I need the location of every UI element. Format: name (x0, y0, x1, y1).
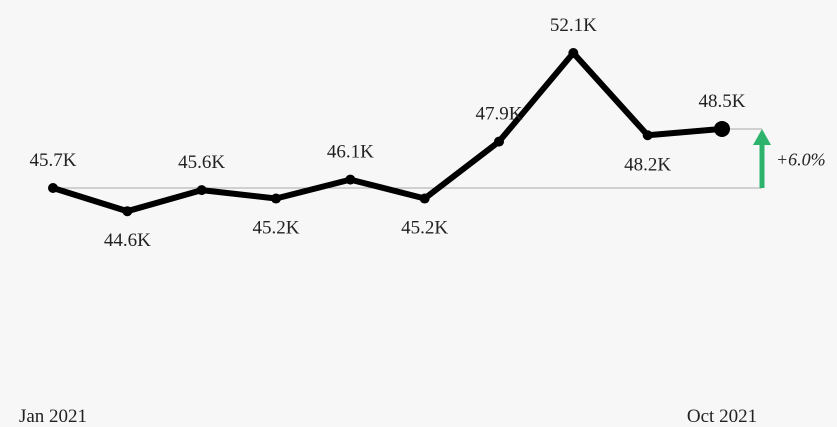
data-label: 46.1K (327, 142, 374, 163)
data-point (494, 136, 504, 147)
data-labels: 45.7K 44.6K 45.6K 45.2K 46.1K 45.2K 47.9K 52.1K… (30, 15, 746, 251)
data-point (419, 193, 430, 204)
change-indicator: +6.0% (753, 128, 826, 188)
data-point (122, 206, 133, 217)
data-points (48, 48, 730, 217)
data-label: 44.6K (104, 230, 151, 251)
data-label: 48.5K (699, 91, 746, 112)
increase-arrow-icon (753, 128, 771, 145)
data-label: 45.6K (178, 152, 225, 173)
x-tick-label-end: Oct 2021 (687, 406, 757, 427)
data-point (48, 183, 58, 193)
data-point (568, 48, 579, 58)
data-point (271, 193, 281, 204)
series-line (50, 50, 725, 215)
data-point (642, 130, 653, 141)
data-label: 47.9K (476, 104, 523, 125)
data-label: 45.2K (401, 218, 448, 239)
data-label: 45.7K (30, 150, 77, 171)
change-percent-label: +6.0% (776, 149, 826, 169)
data-point (345, 174, 356, 185)
data-point (196, 185, 207, 196)
data-label: 45.2K (253, 218, 300, 239)
data-label: 48.2K (624, 154, 671, 175)
data-label: 52.1K (550, 15, 597, 36)
x-tick-label-start: Jan 2021 (19, 406, 87, 427)
data-point (714, 120, 730, 137)
